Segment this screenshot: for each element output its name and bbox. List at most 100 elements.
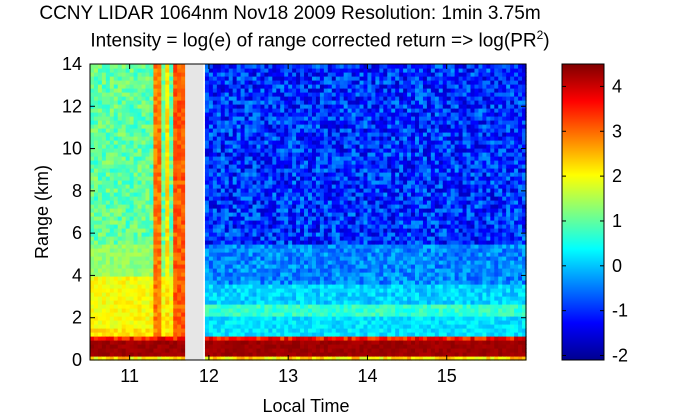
heatmap-cell: [355, 172, 361, 177]
heatmap-cell: [173, 316, 178, 321]
heatmap-cell: [280, 224, 285, 229]
heatmap-cell: [137, 116, 143, 121]
heatmap-cell: [311, 108, 317, 113]
heatmap-cell: [121, 292, 127, 297]
heatmap-cell: [93, 84, 99, 89]
heatmap-cell: [93, 172, 99, 177]
heatmap-cell: [212, 92, 218, 97]
heatmap-cell: [375, 280, 380, 285]
heatmap-cell: [133, 184, 139, 189]
heatmap-cell: [224, 200, 230, 205]
heatmap-cell: [173, 84, 178, 89]
heatmap-cell: [240, 104, 246, 109]
heatmap-cell: [304, 132, 309, 137]
heatmap-cell: [97, 260, 103, 265]
heatmap-cell: [248, 120, 254, 125]
heatmap-cell: [252, 192, 258, 197]
heatmap-cell: [181, 328, 186, 333]
heatmap-cell: [93, 336, 99, 341]
heatmap-cell: [335, 192, 341, 197]
heatmap-cell: [288, 288, 293, 293]
heatmap-cell: [117, 356, 123, 361]
heatmap-cell: [327, 268, 333, 273]
heatmap-cell: [347, 76, 353, 81]
chart-title: CCNY LIDAR 1064nm Nov18 2009 Resolution:…: [39, 3, 541, 24]
heatmap-cell: [315, 224, 321, 229]
heatmap-cell: [319, 304, 325, 309]
heatmap-cell: [181, 240, 186, 245]
heatmap-cell: [224, 308, 230, 313]
heatmap-cell: [347, 272, 353, 277]
heatmap-cell: [375, 220, 380, 225]
heatmap-cell: [90, 244, 95, 249]
heatmap-cell: [212, 312, 218, 317]
heatmap-cell: [276, 140, 281, 145]
heatmap-cell: [375, 324, 380, 329]
heatmap-cell: [264, 68, 269, 73]
heatmap-cell: [343, 236, 349, 241]
heatmap-cell: [359, 268, 365, 273]
heatmap-cell: [296, 344, 301, 349]
heatmap-cell: [371, 104, 376, 109]
heatmap-cell: [240, 136, 246, 141]
heatmap-cell: [97, 192, 103, 197]
heatmap-cell: [355, 128, 361, 133]
heatmap-cell: [284, 176, 289, 181]
heatmap-cell: [157, 164, 162, 169]
heatmap-cell: [137, 224, 143, 229]
heatmap-cell: [304, 304, 309, 309]
heatmap-cell: [304, 320, 309, 325]
heatmap-cell: [90, 208, 95, 213]
heatmap-cell: [97, 304, 103, 309]
heatmap-cell: [284, 332, 289, 337]
heatmap-cell: [101, 284, 107, 289]
heatmap-cell: [371, 100, 376, 105]
heatmap-cell: [145, 324, 151, 329]
heatmap-cell: [343, 104, 349, 109]
heatmap-cell: [204, 208, 210, 213]
heatmap-cell: [137, 88, 143, 93]
heatmap-cell: [161, 68, 166, 73]
heatmap-cell: [248, 248, 254, 253]
heatmap-cell: [351, 216, 357, 221]
heatmap-cell: [157, 64, 162, 69]
heatmap-cell: [236, 220, 242, 225]
heatmap-cell: [284, 248, 289, 253]
heatmap-cell: [101, 80, 107, 85]
heatmap-cell: [264, 324, 269, 329]
heatmap-cell: [161, 228, 166, 233]
heatmap-cell: [208, 260, 214, 265]
heatmap-cell: [109, 320, 115, 325]
heatmap-cell: [105, 168, 111, 173]
heatmap-cell: [268, 84, 273, 89]
heatmap-cell: [141, 256, 147, 261]
heatmap-cell: [311, 148, 317, 153]
heatmap-cell: [280, 320, 285, 325]
heatmap-cell: [157, 116, 162, 121]
heatmap-cell: [208, 224, 214, 229]
heatmap-cell: [232, 296, 238, 301]
heatmap-cell: [311, 164, 317, 169]
heatmap-cell: [212, 276, 218, 281]
heatmap-cell: [276, 216, 281, 221]
heatmap-cell: [335, 104, 341, 109]
heatmap-cell: [169, 308, 174, 313]
heatmap-cell: [315, 192, 321, 197]
heatmap-cell: [93, 224, 99, 229]
heatmap-cell: [141, 320, 147, 325]
heatmap-cell: [311, 180, 317, 185]
heatmap-cell: [260, 108, 265, 113]
heatmap-cell: [212, 136, 218, 141]
heatmap-cell: [228, 308, 234, 313]
heatmap-cell: [240, 88, 246, 93]
heatmap-cell: [292, 332, 297, 337]
heatmap-cell: [93, 356, 99, 361]
heatmap-cell: [315, 112, 321, 117]
heatmap-cell: [133, 76, 139, 81]
heatmap-cell: [284, 204, 289, 209]
heatmap-cell: [248, 180, 254, 185]
heatmap-cell: [363, 268, 369, 273]
heatmap-cell: [300, 88, 305, 93]
heatmap-cell: [343, 324, 349, 329]
heatmap-cell: [264, 132, 269, 137]
